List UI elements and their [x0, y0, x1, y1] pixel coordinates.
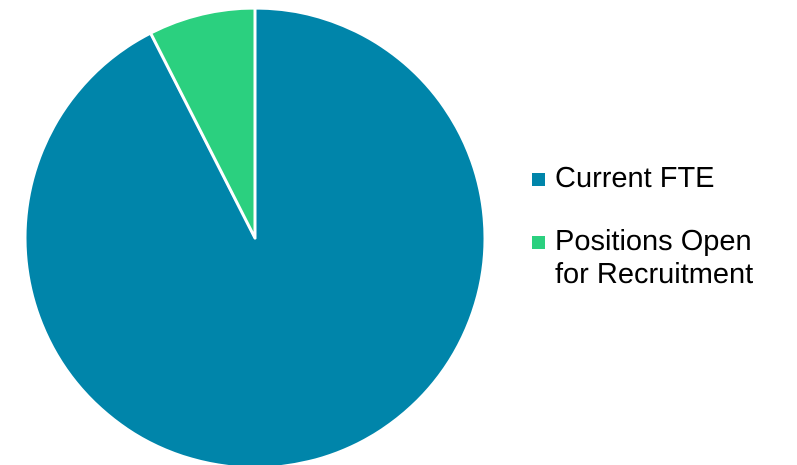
legend-item-positions-open: Positions Open for Recruitment: [532, 225, 794, 291]
legend-item-current-fte: Current FTE: [532, 162, 794, 195]
legend-swatch-positions-open: [532, 236, 545, 249]
legend-label-positions-open: Positions Open for Recruitment: [555, 225, 754, 290]
legend-label-current-fte: Current FTE: [555, 162, 715, 194]
pie-chart: [23, 6, 487, 465]
pie-slice-positions-open-for-recruitment: [149, 6, 257, 240]
chart-legend: Current FTE Positions Open for Recruitme…: [532, 162, 794, 321]
pie-slice-current-fte: [23, 6, 487, 465]
legend-swatch-current-fte: [532, 173, 545, 186]
